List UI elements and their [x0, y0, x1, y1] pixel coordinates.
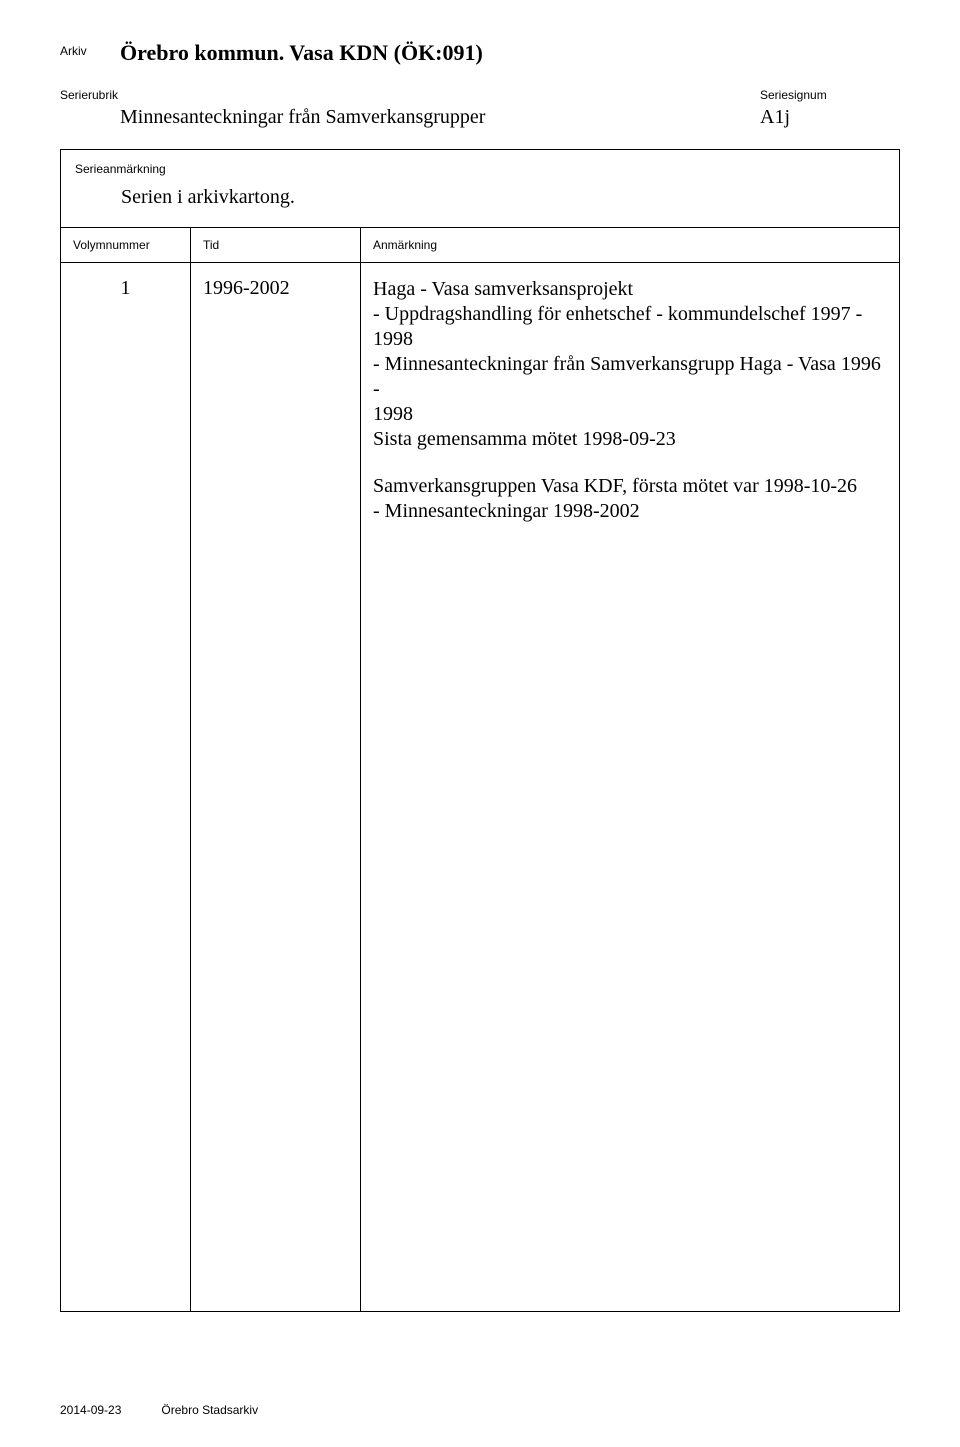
page: Arkiv Örebro kommun. Vasa KDN (ÖK:091) S… [0, 0, 960, 1447]
footer-org: Örebro Stadsarkiv [161, 1403, 258, 1417]
footer: 2014-09-23 Örebro Stadsarkiv [60, 1403, 258, 1417]
anm-line: 1998 [373, 402, 887, 427]
footer-date: 2014-09-23 [60, 1403, 121, 1417]
title-row: Minnesanteckningar från Samverkansgruppe… [60, 106, 900, 129]
cell-tid: 1996-2002 [191, 263, 361, 1311]
header-row: Arkiv Örebro kommun. Vasa KDN (ÖK:091) [60, 40, 900, 66]
cell-volymnummer: 1 [61, 263, 191, 1311]
col-header-volymnummer: Volymnummer [61, 228, 191, 262]
col-header-tid: Tid [191, 228, 361, 262]
anm-line: Samverkansgruppen Vasa KDF, första mötet… [373, 474, 887, 499]
paragraph-gap [373, 452, 887, 474]
anm-line: 1998 [373, 327, 887, 352]
serieanm-box: Serieanmärkning Serien i arkivkartong. [60, 149, 900, 227]
rubrik-row: Serierubrik Seriesignum [60, 88, 900, 102]
serieanm-label: Serieanmärkning [75, 162, 885, 176]
anm-line: Haga - Vasa samverksansprojekt [373, 277, 887, 302]
cell-anmarkning: Haga - Vasa samverksansprojekt - Uppdrag… [361, 263, 899, 1311]
serie-title: Minnesanteckningar från Samverkansgruppe… [60, 106, 485, 129]
anm-line: - Minnesanteckningar 1998-2002 [373, 499, 887, 524]
seriesignum-label: Seriesignum [760, 88, 900, 102]
serierubrik-label: Serierubrik [60, 88, 118, 102]
serieanm-text: Serien i arkivkartong. [75, 186, 885, 209]
serie-signum: A1j [760, 106, 900, 129]
volume-table: Volymnummer Tid Anmärkning 1 1996-2002 H… [60, 227, 900, 1312]
col-header-anmarkning: Anmärkning [361, 228, 899, 262]
table-header: Volymnummer Tid Anmärkning [61, 228, 899, 263]
arkiv-label: Arkiv [60, 40, 120, 58]
anm-line: Sista gemensamma mötet 1998-09-23 [373, 427, 887, 452]
anm-line: - Minnesanteckningar från Samverkansgrup… [373, 352, 887, 402]
arkiv-title: Örebro kommun. Vasa KDN (ÖK:091) [120, 40, 483, 66]
anm-line: - Uppdragshandling för enhetschef - komm… [373, 302, 887, 327]
table-row: 1 1996-2002 Haga - Vasa samverksansproje… [61, 263, 899, 1311]
